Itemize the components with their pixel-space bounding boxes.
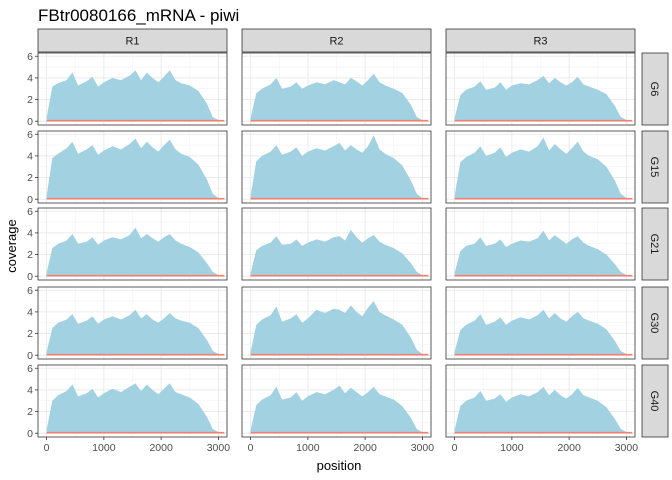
coverage-area — [454, 309, 627, 356]
row-strip-G40 — [641, 364, 669, 438]
row-strip-G15 — [641, 130, 669, 204]
y-tick-label: 6 — [27, 285, 33, 297]
coverage-area — [46, 138, 219, 200]
column-strip-label-R2: R2 — [329, 36, 343, 48]
y-tick-label: 2 — [27, 249, 33, 261]
panel-border — [37, 286, 228, 360]
panel-G30-R2 — [241, 286, 432, 360]
panel-G6-R3 — [445, 52, 636, 126]
panel-G21-R3 — [445, 207, 636, 281]
y-tick-label: 2 — [27, 406, 33, 418]
coverage-area — [46, 383, 219, 434]
coverage-area — [46, 227, 219, 277]
coverage-area — [250, 229, 423, 277]
y-tick-label: 6 — [27, 206, 33, 218]
column-strip-R3 — [445, 28, 636, 53]
coverage-area — [46, 309, 219, 356]
panel-G6-R1 — [37, 52, 228, 126]
panel-border — [445, 130, 636, 204]
y-tick-label: 6 — [27, 363, 33, 375]
row-strip-label-G30: G30 — [648, 313, 660, 334]
panel-G30-R3 — [445, 286, 636, 360]
y-tick-label: 0 — [27, 116, 33, 128]
panel-border — [37, 207, 228, 281]
x-tick-label: 1000 — [500, 442, 524, 454]
column-strip-label-R3: R3 — [533, 36, 547, 48]
y-tick-label: 6 — [27, 51, 33, 63]
panel-border — [37, 52, 228, 126]
coverage-area — [250, 135, 423, 200]
y-tick-label: 0 — [27, 350, 33, 362]
panel-G40-R3 — [445, 364, 636, 438]
y-tick-label: 4 — [27, 307, 33, 319]
coverage-area — [46, 70, 219, 122]
y-tick-label: 0 — [27, 271, 33, 283]
column-strip-label-R1: R1 — [125, 36, 139, 48]
panel-G21-R1 — [37, 207, 228, 281]
panel-G15-R2 — [241, 130, 432, 204]
panel-border — [241, 130, 432, 204]
x-tick-label: 2000 — [353, 442, 377, 454]
panel-G15-R3 — [445, 130, 636, 204]
coverage-area — [250, 73, 423, 122]
y-tick-label: 0 — [27, 194, 33, 206]
panel-G21-R2 — [241, 207, 432, 281]
x-tick-label: 3000 — [615, 442, 639, 454]
y-tick-label: 6 — [27, 129, 33, 141]
panel-border — [445, 52, 636, 126]
y-tick-label: 4 — [27, 73, 33, 85]
x-tick-label: 1000 — [92, 442, 116, 454]
coverage-area — [250, 301, 423, 356]
x-tick-label: 0 — [452, 442, 458, 454]
coverage-area — [454, 386, 627, 434]
y-tick-label: 0 — [27, 428, 33, 440]
coverage-area — [250, 385, 423, 434]
panel-G15-R1 — [37, 130, 228, 204]
row-strip-label-G40: G40 — [648, 391, 660, 412]
panel-border — [37, 364, 228, 438]
row-strip-G6 — [641, 52, 669, 126]
row-strip-G30 — [641, 286, 669, 360]
panel-border — [445, 207, 636, 281]
panel-G40-R2 — [241, 364, 432, 438]
row-strip-label-G6: G6 — [648, 82, 660, 97]
x-tick-label: 0 — [248, 442, 254, 454]
row-strip-label-G21: G21 — [648, 234, 660, 255]
panel-border — [241, 207, 432, 281]
panel-border — [445, 286, 636, 360]
column-strip-R2 — [241, 28, 432, 53]
panel-border — [241, 52, 432, 126]
chart-title: FBtr0080166_mRNA - piwi — [38, 6, 239, 25]
row-strip-G21 — [641, 207, 669, 281]
x-axis-title: position — [317, 458, 362, 473]
panel-border — [445, 364, 636, 438]
row-strip-label-G15: G15 — [648, 157, 660, 178]
coverage-area — [454, 230, 627, 277]
x-tick-label: 3000 — [411, 442, 435, 454]
panel-border — [241, 286, 432, 360]
y-tick-label: 4 — [27, 151, 33, 163]
panel-G6-R2 — [241, 52, 432, 126]
y-tick-label: 4 — [27, 385, 33, 397]
y-tick-label: 2 — [27, 328, 33, 340]
coverage-area — [454, 75, 627, 122]
panel-G30-R1 — [37, 286, 228, 360]
coverage-area — [454, 137, 627, 200]
x-tick-label: 2000 — [557, 442, 581, 454]
panel-G40-R1 — [37, 364, 228, 438]
y-tick-label: 4 — [27, 228, 33, 240]
x-tick-label: 1000 — [296, 442, 320, 454]
y-tick-label: 2 — [27, 172, 33, 184]
y-axis-title: coverage — [4, 219, 19, 272]
facet-panels: R1 R2 R3G6G15G21G30G4002460246024602460246… — [27, 28, 669, 454]
panel-border — [241, 364, 432, 438]
y-tick-label: 2 — [27, 94, 33, 106]
x-tick-label: 0 — [44, 442, 50, 454]
x-tick-label: 3000 — [207, 442, 231, 454]
x-tick-label: 2000 — [149, 442, 173, 454]
panel-border — [37, 130, 228, 204]
column-strip-R1 — [37, 28, 228, 53]
